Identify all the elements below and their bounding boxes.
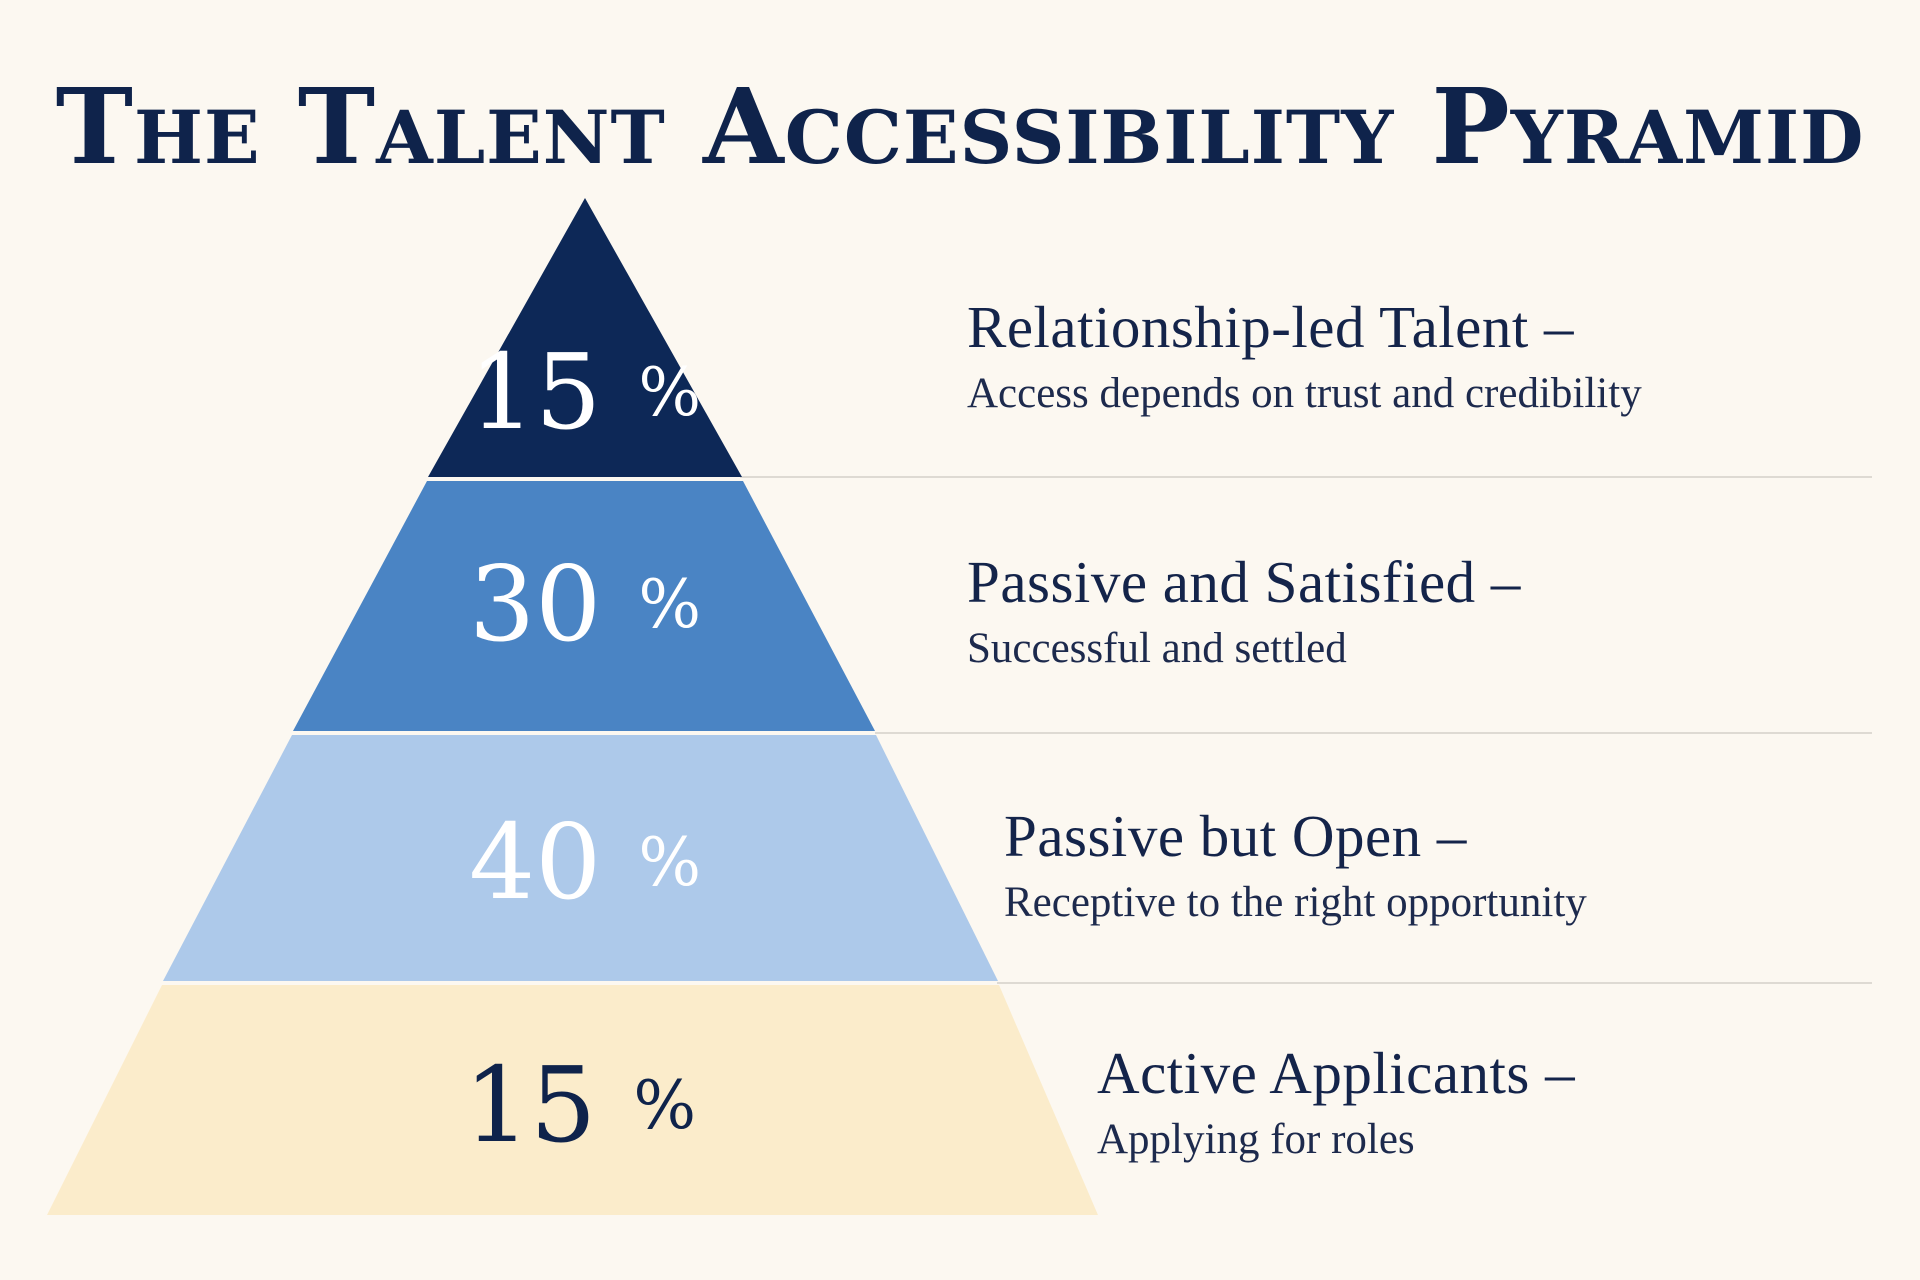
tier-4-description: Applying for roles — [1097, 1116, 1415, 1163]
pyramid-tier-3 — [163, 735, 998, 981]
pyramid-tier-2 — [293, 481, 875, 731]
tier-1-percent: 15 % — [469, 331, 701, 453]
page-title: The Talent Accessibility Pyramid — [55, 65, 1865, 188]
pyramid-tier-1 — [428, 198, 742, 477]
tier-4-heading: Active Applicants – — [1097, 1040, 1576, 1106]
tier-1-text: Relationship-led Talent – Access depends… — [967, 293, 1642, 421]
tier-2-text: Passive and Satisfied – Successful and s… — [967, 548, 1521, 676]
tier-3-percent: 40 % — [469, 801, 701, 923]
pyramid-tier-4 — [47, 985, 1098, 1215]
tier-2-description: Successful and settled — [967, 625, 1347, 672]
percent-sign: % — [638, 824, 701, 901]
tier-4-text: Active Applicants – Applying for roles — [1097, 1039, 1575, 1167]
tier-3-description: Receptive to the right opportunity — [1004, 879, 1587, 926]
tier-3-text: Passive but Open – Receptive to the righ… — [1004, 802, 1587, 930]
tier-2-heading: Passive and Satisfied – — [967, 549, 1521, 615]
tier-1-heading: Relationship-led Talent – — [967, 294, 1574, 360]
percent-sign: % — [638, 566, 701, 643]
tier-3-heading: Passive but Open – — [1004, 803, 1467, 869]
percent-sign: % — [638, 354, 701, 431]
tier-4-percent: 15 % — [464, 1044, 696, 1166]
tier-2-percent: 30 % — [469, 543, 701, 665]
percent-sign: % — [633, 1067, 696, 1144]
tier-1-description: Access depends on trust and credibility — [967, 370, 1642, 417]
